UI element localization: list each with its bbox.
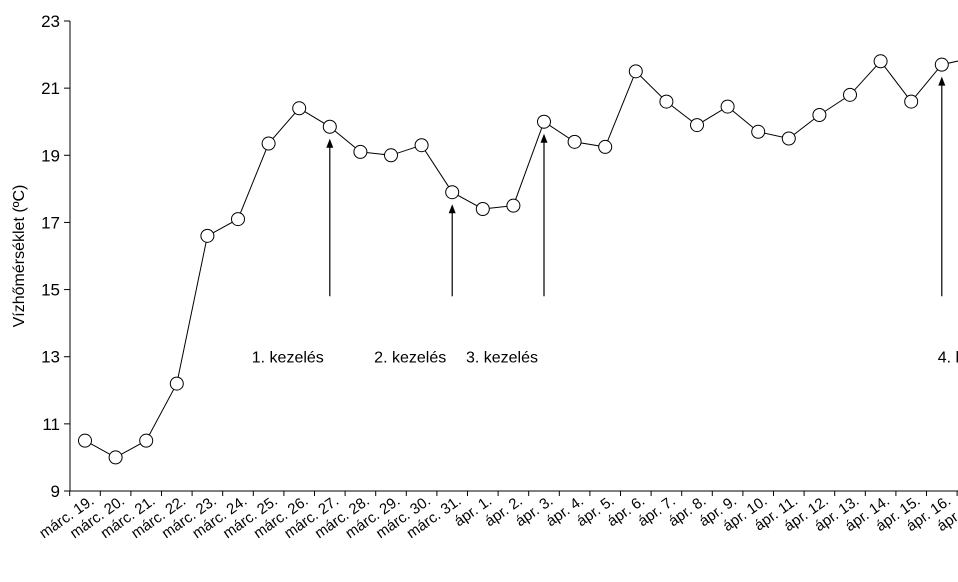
data-point xyxy=(108,450,123,465)
data-point xyxy=(934,57,949,72)
data-point xyxy=(475,202,490,216)
arrow-head-icon xyxy=(540,133,548,143)
data-point xyxy=(139,433,154,448)
series-line xyxy=(84,60,958,458)
data-point xyxy=(506,198,521,213)
data-point xyxy=(292,101,307,116)
y-axis-label: Vízhőmérséklet (ºC) xyxy=(11,185,28,328)
data-point xyxy=(843,87,857,102)
data-point xyxy=(414,138,429,153)
data-point xyxy=(353,144,368,159)
data-point xyxy=(169,376,184,391)
data-point xyxy=(873,54,888,69)
y-tick-label: 23 xyxy=(41,12,60,31)
arrow-head-icon xyxy=(326,138,334,148)
data-point xyxy=(231,212,245,227)
data-point xyxy=(781,131,796,146)
data-point xyxy=(751,124,766,139)
y-tick-label: 13 xyxy=(41,348,60,367)
data-point xyxy=(659,94,674,109)
y-tick-label: 9 xyxy=(51,482,60,501)
arrow-head-icon xyxy=(938,76,946,86)
data-point xyxy=(690,118,704,133)
data-point xyxy=(445,185,460,200)
data-point xyxy=(628,64,643,79)
data-point xyxy=(720,99,735,114)
annotation-label: 3. kezelés xyxy=(466,350,538,367)
annotation-label: 2. kezelés xyxy=(374,350,446,367)
data-point xyxy=(322,119,337,134)
data-point xyxy=(78,433,92,448)
annotation-label: 1. kezelés xyxy=(252,350,324,367)
data-point xyxy=(261,136,276,151)
y-tick-label: 11 xyxy=(42,415,60,434)
data-point xyxy=(812,108,827,122)
data-point xyxy=(904,94,919,109)
y-tick-label: 19 xyxy=(41,146,60,165)
y-tick-label: 15 xyxy=(41,281,60,300)
data-point xyxy=(567,134,582,149)
data-point xyxy=(200,228,215,243)
data-point xyxy=(598,139,613,154)
data-point xyxy=(537,114,551,129)
data-point xyxy=(384,148,398,163)
y-tick-label: 21 xyxy=(41,79,60,98)
y-tick-label: 17 xyxy=(41,213,60,232)
annotation-label: 4. kezelés xyxy=(938,350,958,367)
arrow-head-icon xyxy=(448,204,456,214)
